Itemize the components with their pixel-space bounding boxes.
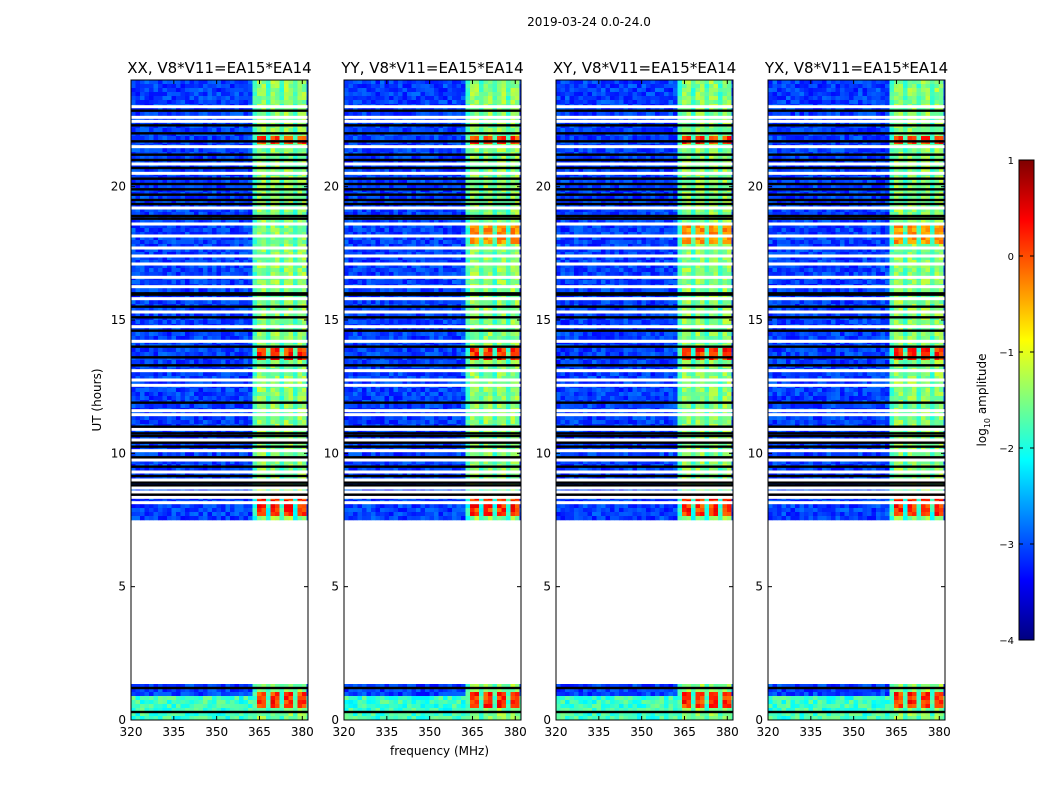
x-tick-label: 320 bbox=[545, 725, 568, 739]
colorbar-tick-label: −4 bbox=[999, 636, 1014, 647]
x-tick-label: 335 bbox=[587, 725, 610, 739]
colorbar-label: log10 amplitude bbox=[975, 354, 992, 447]
colorbar-gradient bbox=[1018, 159, 1035, 641]
y-tick-label: 15 bbox=[748, 313, 763, 327]
colorbar-tick-label: −3 bbox=[999, 540, 1014, 551]
y-tick-label: 20 bbox=[748, 180, 763, 194]
x-tick-label: 320 bbox=[757, 725, 780, 739]
x-tick-label: 335 bbox=[799, 725, 822, 739]
y-tick-label: 5 bbox=[331, 580, 339, 594]
y-tick-label: 10 bbox=[536, 446, 551, 460]
colorbar-tick-label: 1 bbox=[1008, 156, 1014, 167]
y-tick-label: 0 bbox=[543, 713, 551, 727]
y-axis-label: UT (hours) bbox=[90, 368, 104, 431]
x-tick-label: 350 bbox=[842, 725, 865, 739]
x-tick-label: 320 bbox=[333, 725, 356, 739]
y-tick-label: 15 bbox=[324, 313, 339, 327]
panel-yy: 320 335 350 365 380 0 5 10 15 20 YY, V8*V11=EA15*E… bbox=[324, 59, 527, 758]
panel-title: YX, V8*V11=EA15*EA14 bbox=[764, 59, 948, 77]
panel-frame bbox=[130, 79, 309, 721]
x-tick-label: 365 bbox=[461, 725, 484, 739]
x-tick-label: 350 bbox=[418, 725, 441, 739]
colorbar-tick-label: −2 bbox=[999, 444, 1014, 455]
x-tick-label: 335 bbox=[375, 725, 398, 739]
panel-frame bbox=[767, 79, 946, 721]
panel-title: XX, V8*V11=EA15*EA14 bbox=[127, 59, 311, 77]
x-tick-label: 320 bbox=[120, 725, 143, 739]
x-tick-label: 380 bbox=[928, 725, 951, 739]
y-tick-label: 5 bbox=[543, 580, 551, 594]
y-tick-label: 20 bbox=[536, 180, 551, 194]
x-tick-label: 335 bbox=[162, 725, 185, 739]
panel-yx: 320 335 350 365 380 0 5 10 15 20 YX, V8*V11=EA15*E… bbox=[748, 59, 951, 739]
colorbar: 1 0 −1 −2 −3 −4 log10 amplitude bbox=[975, 156, 1035, 647]
panel-frame bbox=[555, 79, 734, 721]
panel-title: YY, V8*V11=EA15*EA14 bbox=[340, 59, 523, 77]
panel-xx: 320 335 350 365 380 0 5 10 15 20 XX, V8*V11=EA15*E… bbox=[90, 59, 314, 739]
figure-suptitle: 2019-03-24 0.0-24.0 bbox=[527, 15, 651, 29]
x-tick-label: 380 bbox=[291, 725, 314, 739]
x-tick-label: 365 bbox=[885, 725, 908, 739]
x-tick-label: 380 bbox=[504, 725, 527, 739]
y-tick-label: 0 bbox=[118, 713, 126, 727]
x-tick-label: 365 bbox=[673, 725, 696, 739]
x-tick-label: 365 bbox=[248, 725, 271, 739]
x-tick-label: 350 bbox=[630, 725, 653, 739]
y-tick-label: 15 bbox=[111, 313, 126, 327]
panel-title: XY, V8*V11=EA15*EA14 bbox=[553, 59, 736, 77]
colorbar-tick-label: 0 bbox=[1008, 252, 1014, 263]
x-axis-label: frequency (MHz) bbox=[390, 744, 489, 758]
panel-xy: 320 335 350 365 380 0 5 10 15 20 XY, V8*V11=EA15*E… bbox=[536, 59, 739, 739]
x-tick-label: 380 bbox=[716, 725, 739, 739]
y-tick-label: 20 bbox=[111, 180, 126, 194]
y-tick-label: 10 bbox=[324, 446, 339, 460]
y-tick-label: 10 bbox=[111, 446, 126, 460]
panel-frame bbox=[343, 79, 522, 721]
y-tick-label: 15 bbox=[536, 313, 551, 327]
y-tick-label: 5 bbox=[755, 580, 763, 594]
y-tick-label: 10 bbox=[748, 446, 763, 460]
y-tick-label: 0 bbox=[755, 713, 763, 727]
colorbar-tick-label: −1 bbox=[999, 348, 1014, 359]
y-tick-label: 0 bbox=[331, 713, 339, 727]
heatmap-panels: 320 335 350 365 380 0 5 10 15 20 XX, V8*V11=EA15*E… bbox=[90, 59, 951, 758]
y-tick-label: 5 bbox=[118, 580, 126, 594]
x-tick-label: 350 bbox=[205, 725, 228, 739]
y-tick-label: 20 bbox=[324, 180, 339, 194]
